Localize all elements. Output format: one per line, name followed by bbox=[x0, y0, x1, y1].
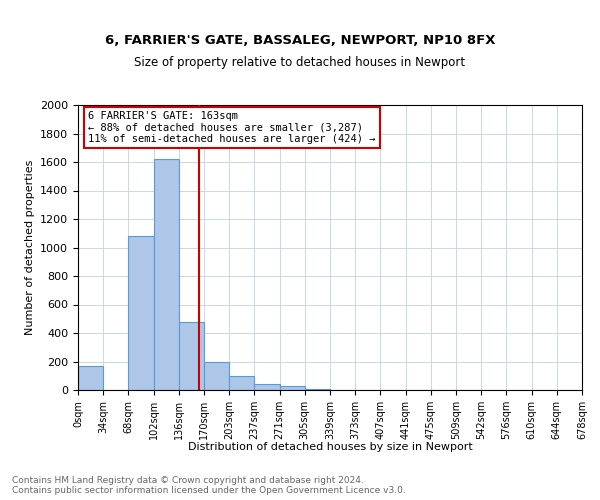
Bar bbox=[78, 366, 103, 390]
Text: 6, FARRIER'S GATE, BASSALEG, NEWPORT, NP10 8FX: 6, FARRIER'S GATE, BASSALEG, NEWPORT, NP… bbox=[105, 34, 495, 46]
Bar bbox=[280, 386, 305, 390]
Y-axis label: Number of detached properties: Number of detached properties bbox=[25, 160, 35, 335]
Bar bbox=[154, 159, 179, 390]
Bar bbox=[179, 322, 204, 390]
X-axis label: Distribution of detached houses by size in Newport: Distribution of detached houses by size … bbox=[188, 442, 472, 452]
Text: Size of property relative to detached houses in Newport: Size of property relative to detached ho… bbox=[134, 56, 466, 69]
Text: Contains HM Land Registry data © Crown copyright and database right 2024.
Contai: Contains HM Land Registry data © Crown c… bbox=[12, 476, 406, 495]
Bar bbox=[254, 384, 280, 390]
Text: 6 FARRIER'S GATE: 163sqm
← 88% of detached houses are smaller (3,287)
11% of sem: 6 FARRIER'S GATE: 163sqm ← 88% of detach… bbox=[88, 110, 376, 144]
Bar bbox=[229, 376, 254, 390]
Bar bbox=[204, 362, 229, 390]
Bar bbox=[128, 236, 154, 390]
Bar bbox=[305, 388, 330, 390]
